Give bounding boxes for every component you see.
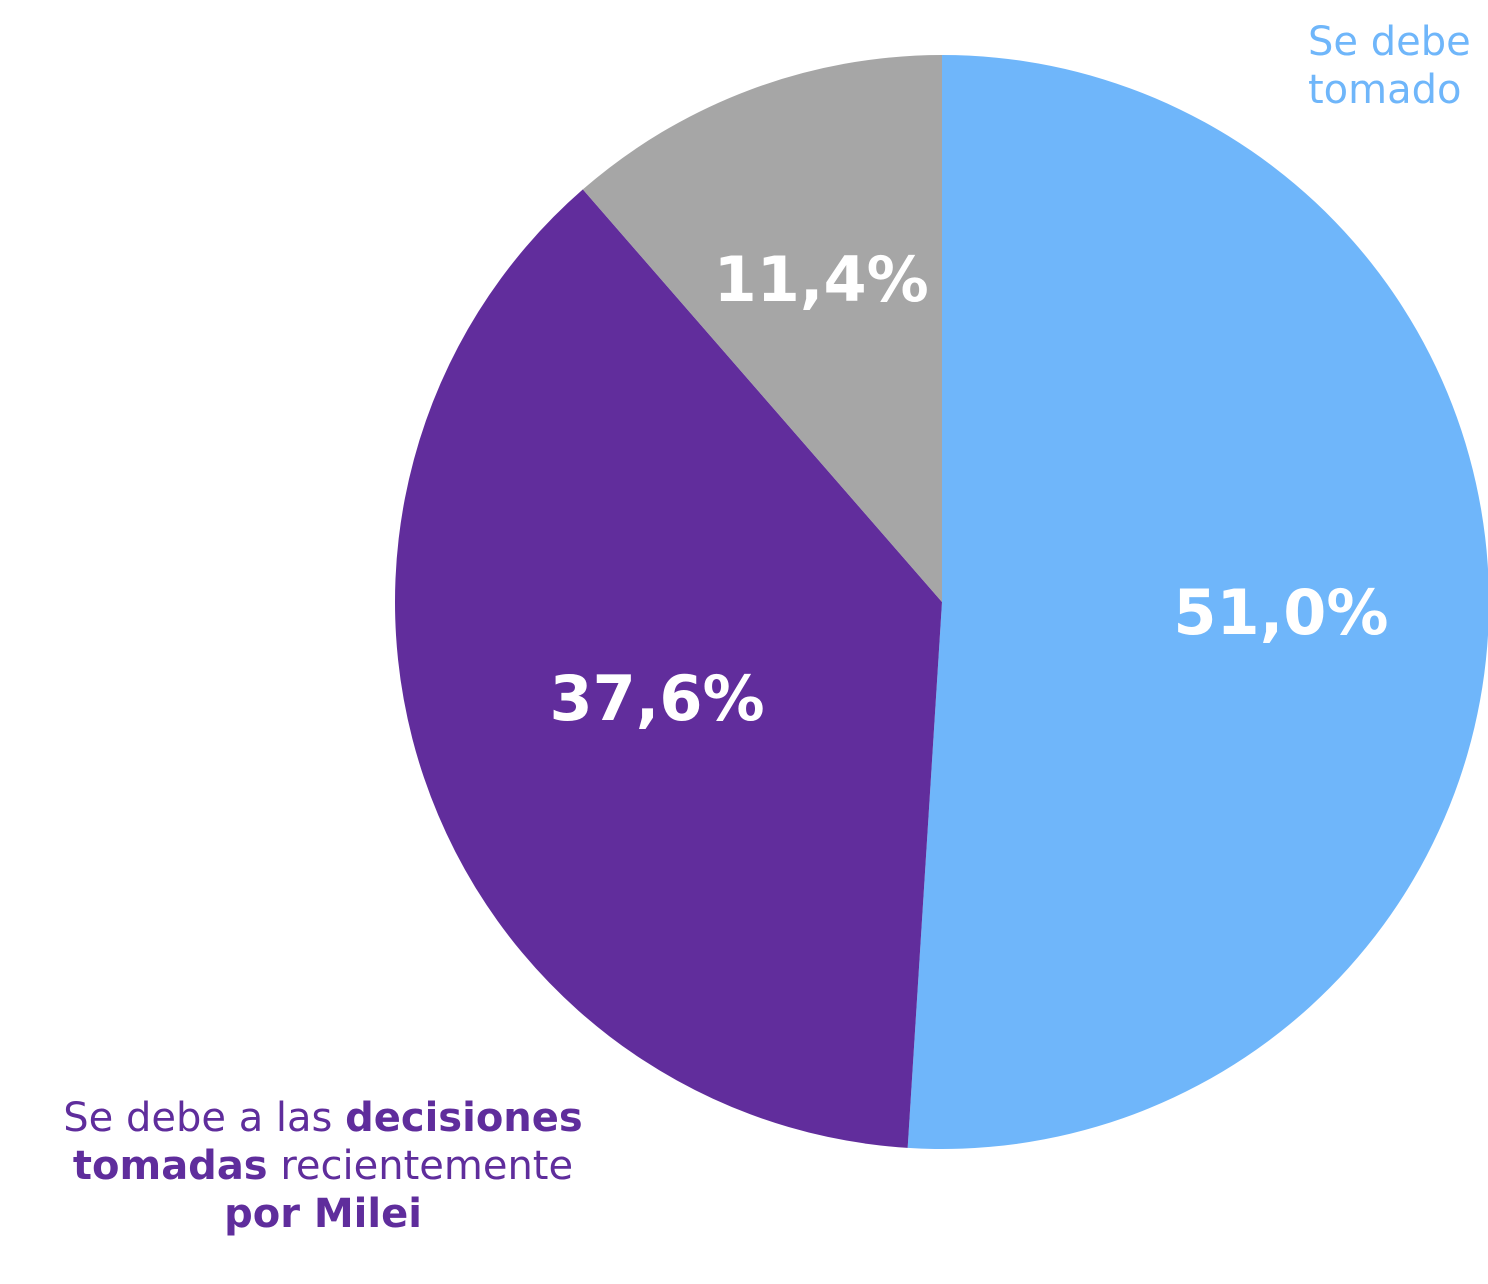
annotation-text-normal: Se debe a las bbox=[63, 1095, 346, 1141]
pie-slice-label: 51,0% bbox=[1173, 576, 1388, 649]
annotation-line-3: por Milei bbox=[8, 1190, 638, 1238]
pie-slice-label: 11,4% bbox=[714, 243, 929, 316]
annotation-text-bold: decisiones bbox=[345, 1095, 583, 1141]
pie-slice-labels: 51,0% 37,6% 11,4% bbox=[550, 243, 1389, 735]
annotation-line-2: tomadas recientemente bbox=[8, 1142, 638, 1190]
annotation-top-right-line2: tomado bbox=[1308, 67, 1462, 113]
annotation-text-bold: tomadas bbox=[72, 1143, 268, 1189]
pie-slice-label: 37,6% bbox=[550, 662, 765, 735]
annotation-top-right-line1: Se debe bbox=[1308, 19, 1471, 65]
annotation-top-right: Se debe tomado bbox=[1308, 18, 1471, 114]
pie-slice bbox=[394, 189, 942, 1148]
annotation-bottom-left: Se debe a las decisiones tomadas recient… bbox=[8, 1094, 638, 1238]
annotation-line-1: Se debe a las decisiones bbox=[8, 1094, 638, 1142]
annotation-text-bold: por Milei bbox=[224, 1191, 422, 1237]
pie-slice bbox=[582, 55, 942, 602]
pie-slices bbox=[394, 55, 1488, 1149]
annotation-text-normal: recientemente bbox=[267, 1143, 574, 1189]
pie-slice bbox=[907, 55, 1488, 1149]
